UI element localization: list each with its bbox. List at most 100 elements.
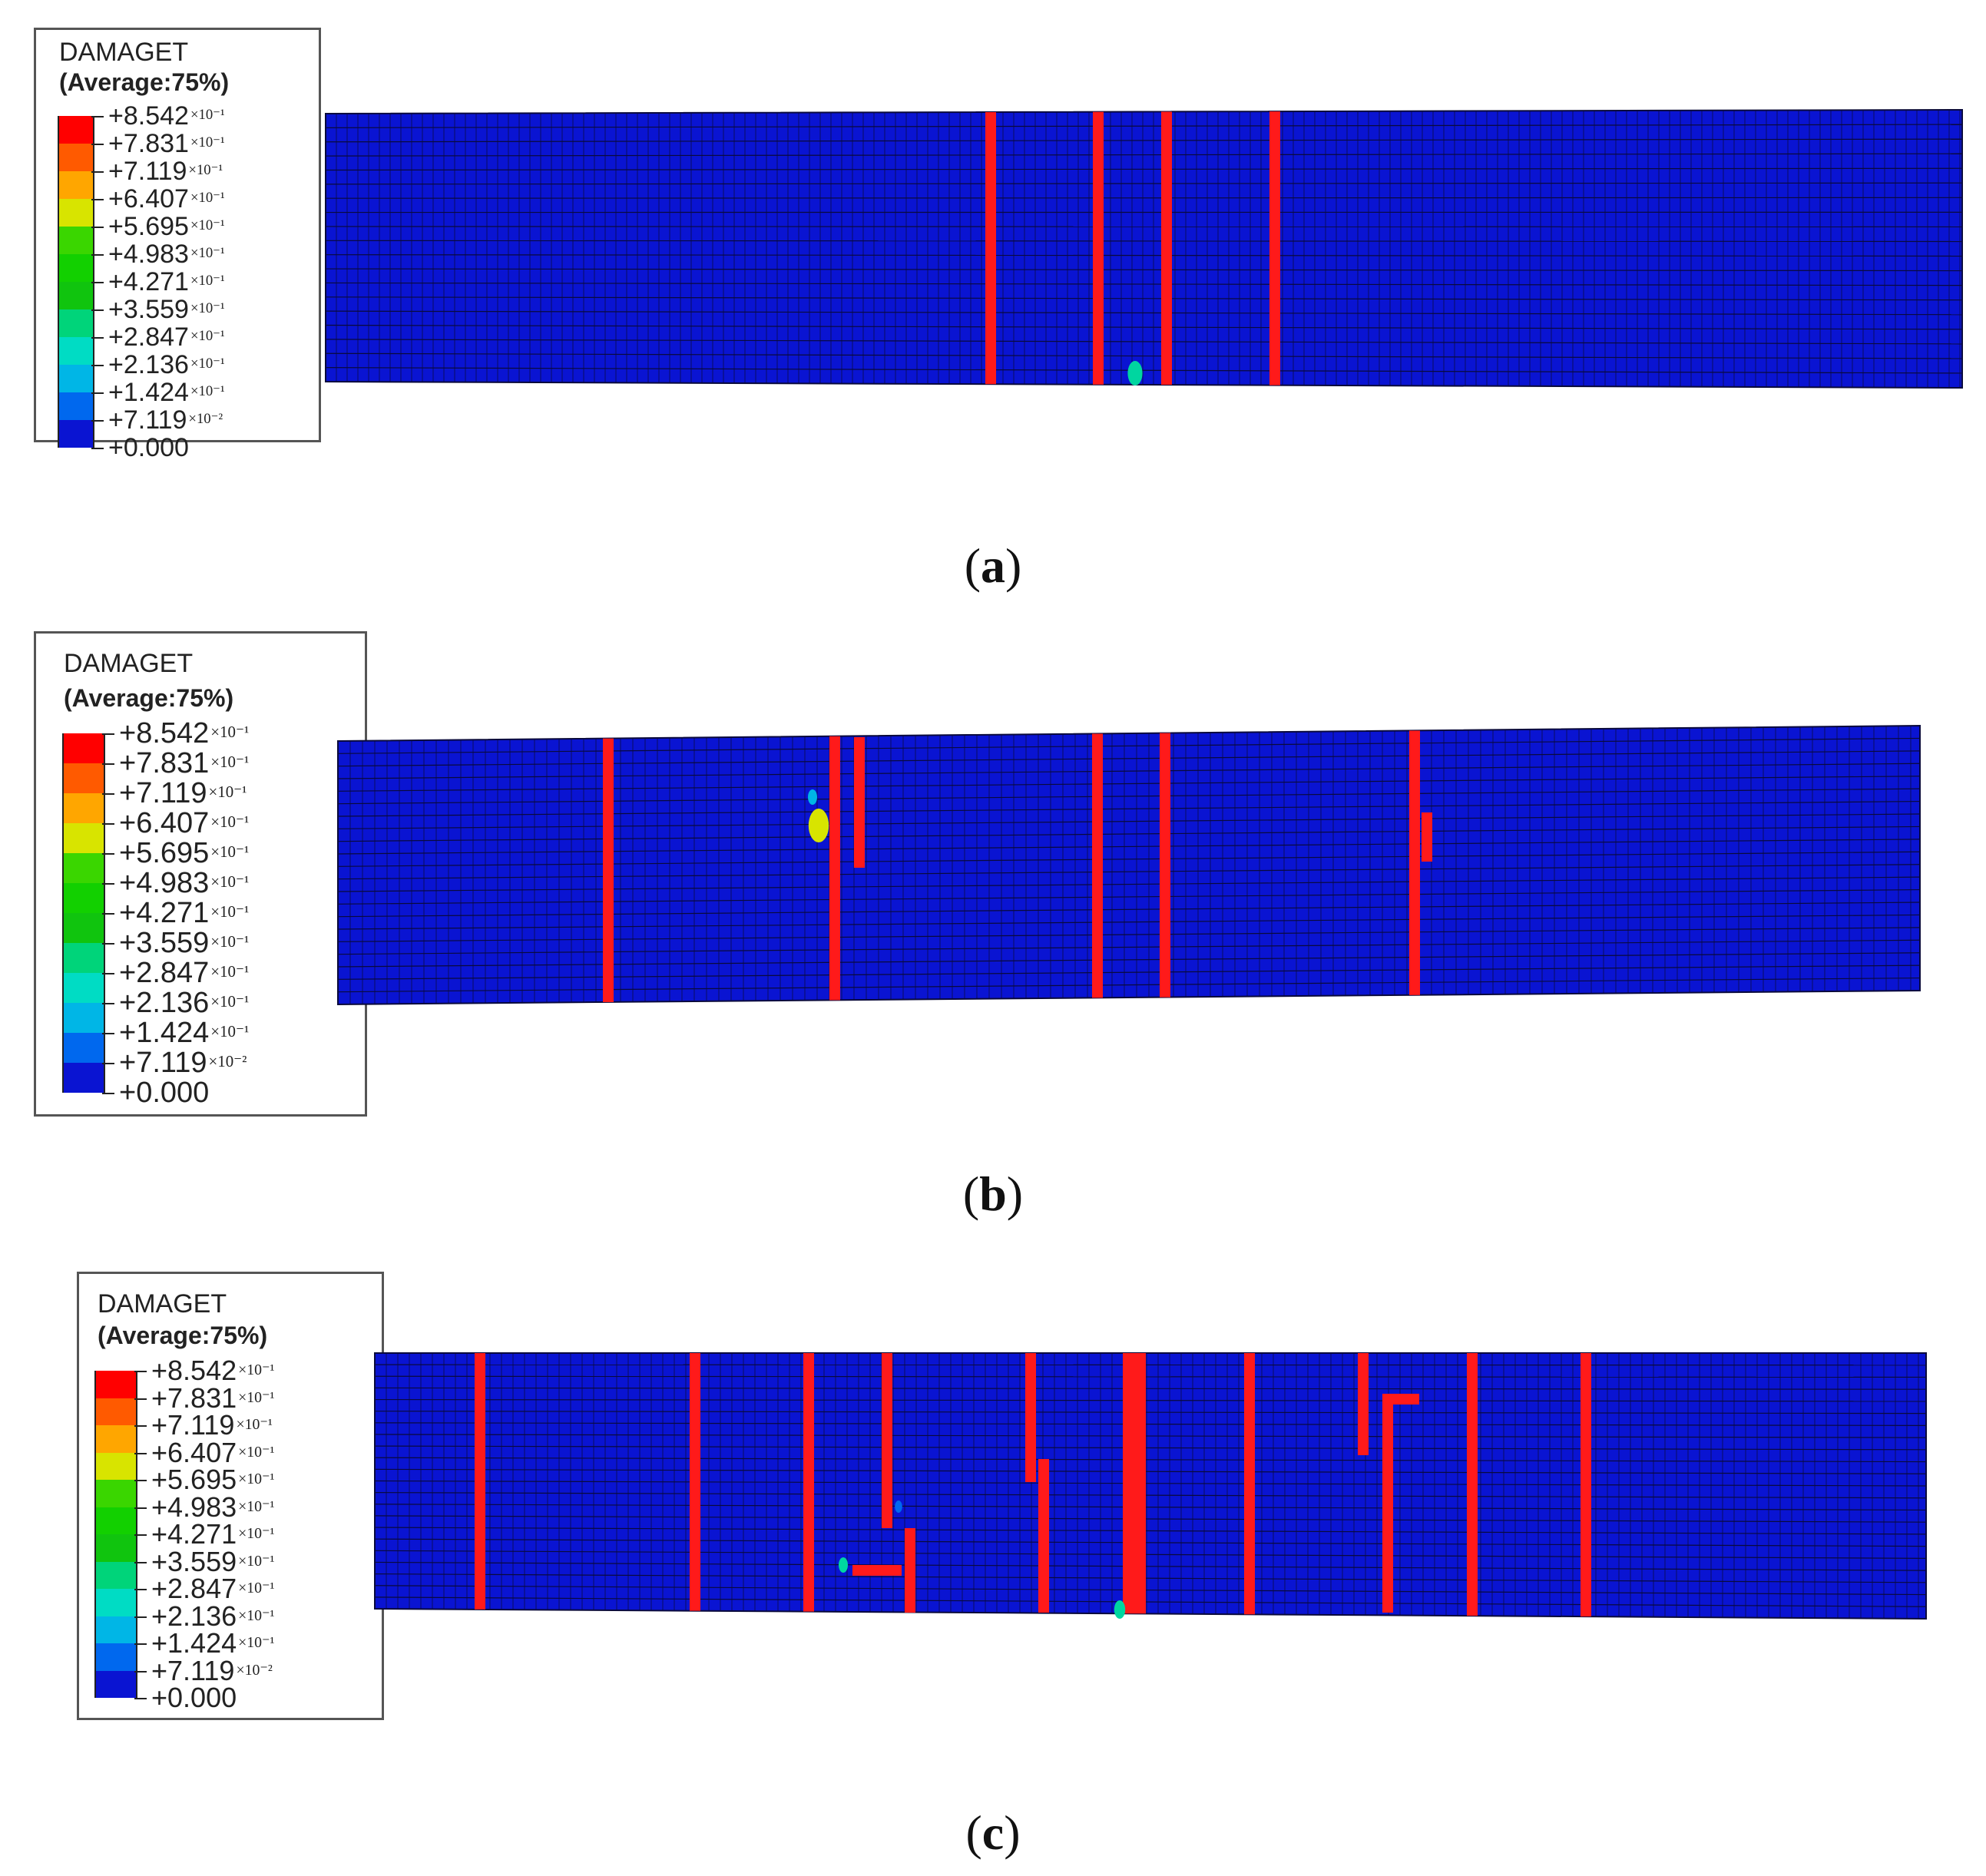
legend-subtitle: (Average:75%) (59, 68, 230, 96)
legend-swatch (62, 793, 105, 823)
legend-value-exponent: ×10⁻¹ (190, 273, 225, 290)
crack-band (1092, 733, 1103, 998)
legend-swatch (94, 1452, 137, 1480)
legend-value-mantissa: +7.119 (108, 157, 187, 186)
mesh-row-line (374, 1398, 1927, 1402)
damage-spot (808, 809, 829, 842)
legend-tick (91, 282, 104, 283)
legend-tick (102, 1003, 114, 1004)
legend-swatch (94, 1425, 137, 1453)
legend-swatch (94, 1589, 137, 1616)
legend-value: +6.407×10⁻¹ (119, 809, 249, 838)
mesh-row-line (325, 296, 1963, 301)
crack-branch (852, 1565, 902, 1576)
mesh-row-line (325, 167, 1963, 171)
legend-value: +2.847×10⁻¹ (119, 958, 249, 988)
mesh-row-line (374, 1422, 1927, 1426)
legend-value-exponent: ×10⁻¹ (208, 782, 247, 801)
mesh-row-line (374, 1457, 1927, 1463)
crack-segment (905, 1528, 915, 1613)
legend-swatch (62, 943, 105, 973)
legend-value: +4.271×10⁻¹ (151, 1520, 274, 1548)
legend-tick (91, 144, 104, 145)
legend-value-exponent: ×10⁻¹ (210, 1021, 250, 1041)
mesh-row-line (374, 1550, 1927, 1559)
legend-swatch (94, 1480, 137, 1507)
caption-b-letter: b (979, 1166, 1007, 1221)
legend-value-exponent: ×10⁻¹ (238, 1525, 275, 1543)
legend-value: +0.000 (108, 435, 189, 461)
crack-band (1160, 733, 1170, 998)
legend-value-mantissa: +0.000 (108, 433, 189, 462)
mesh-row-line (325, 240, 1963, 243)
mesh-row-line (325, 324, 1963, 330)
mesh-row-line (337, 914, 1921, 930)
legend-tick (134, 1452, 147, 1454)
legend-swatch (62, 823, 105, 853)
legend-value-mantissa: +7.119 (119, 1047, 207, 1079)
legend-value-exponent: ×10⁻² (236, 1661, 273, 1679)
legend-swatch (58, 171, 94, 199)
legend-value: +0.000 (119, 1078, 209, 1107)
legend-value-exponent: ×10⁻¹ (210, 752, 250, 771)
legend-value-exponent: ×10⁻¹ (238, 1580, 275, 1597)
legend-value: +8.542×10⁻¹ (108, 103, 225, 129)
damage-spot (839, 1557, 848, 1573)
legend-value-mantissa: +5.695 (119, 837, 210, 869)
legend-tick (91, 254, 104, 256)
mesh-row-line (337, 826, 1921, 842)
mesh-row-line (337, 788, 1921, 805)
legend-value-mantissa: +7.119 (108, 405, 187, 435)
legend-value-mantissa: +6.407 (108, 184, 189, 213)
legend-value-mantissa: +4.271 (119, 897, 210, 929)
legend-tick (102, 1033, 114, 1034)
mesh-row-line (325, 352, 1963, 359)
crack-segment (854, 737, 865, 868)
crack-band (1269, 111, 1280, 385)
legend-swatch (94, 1371, 137, 1398)
legend-value-mantissa: +4.983 (151, 1491, 237, 1523)
legend-tick (134, 1698, 147, 1699)
legend-value: +7.119×10⁻² (119, 1048, 247, 1077)
crack-band-wide (1123, 1353, 1146, 1614)
legend-value: +3.559×10⁻¹ (108, 296, 225, 323)
legend-value-mantissa: +2.847 (119, 957, 210, 989)
beam-body (325, 108, 1963, 389)
legend-value: +4.983×10⁻¹ (108, 241, 225, 267)
damage-spot (1127, 361, 1143, 385)
legend-value-exponent: ×10⁻² (208, 1051, 247, 1070)
crack-segment (1358, 1353, 1369, 1455)
legend-value: +7.119×10⁻¹ (119, 779, 247, 808)
legend-value-mantissa: +3.559 (119, 927, 210, 959)
legend-swatch (58, 392, 94, 420)
legend-value: +6.407×10⁻¹ (151, 1438, 274, 1467)
legend-tick (102, 973, 114, 974)
crack-band (1409, 730, 1420, 995)
mesh-row-line (337, 902, 1921, 918)
legend-value-exponent: ×10⁻¹ (238, 1362, 275, 1379)
legend-value: +5.695×10⁻¹ (108, 213, 225, 240)
legend-tick (91, 116, 104, 117)
legend-tick (102, 793, 114, 795)
legend-value-exponent: ×10⁻¹ (238, 1634, 275, 1652)
legend-value-mantissa: +2.847 (151, 1573, 237, 1604)
mesh-row-line (374, 1387, 1927, 1390)
legend-tick (134, 1480, 147, 1481)
mesh-row-line (374, 1538, 1927, 1547)
legend-value: +7.119×10⁻¹ (108, 158, 223, 184)
legend-value-exponent: ×10⁻¹ (190, 107, 225, 124)
legend-value-mantissa: +4.983 (108, 240, 189, 269)
legend-value-mantissa: +4.271 (151, 1518, 237, 1550)
beam-a (325, 108, 1963, 389)
legend-value: +5.695×10⁻¹ (151, 1466, 274, 1494)
legend-swatch (58, 254, 94, 282)
legend-value: +1.424×10⁻¹ (151, 1630, 274, 1657)
mesh-row-line (374, 1515, 1927, 1523)
legend-value-mantissa: +2.136 (119, 987, 210, 1019)
legend-tick (91, 448, 104, 449)
legend-swatch (62, 1003, 105, 1033)
beam-b (337, 724, 1921, 1006)
legend-value-exponent: ×10⁻¹ (190, 356, 225, 372)
legend-value: +2.136×10⁻¹ (108, 352, 225, 378)
legend-value: +2.136×10⁻¹ (119, 988, 249, 1017)
